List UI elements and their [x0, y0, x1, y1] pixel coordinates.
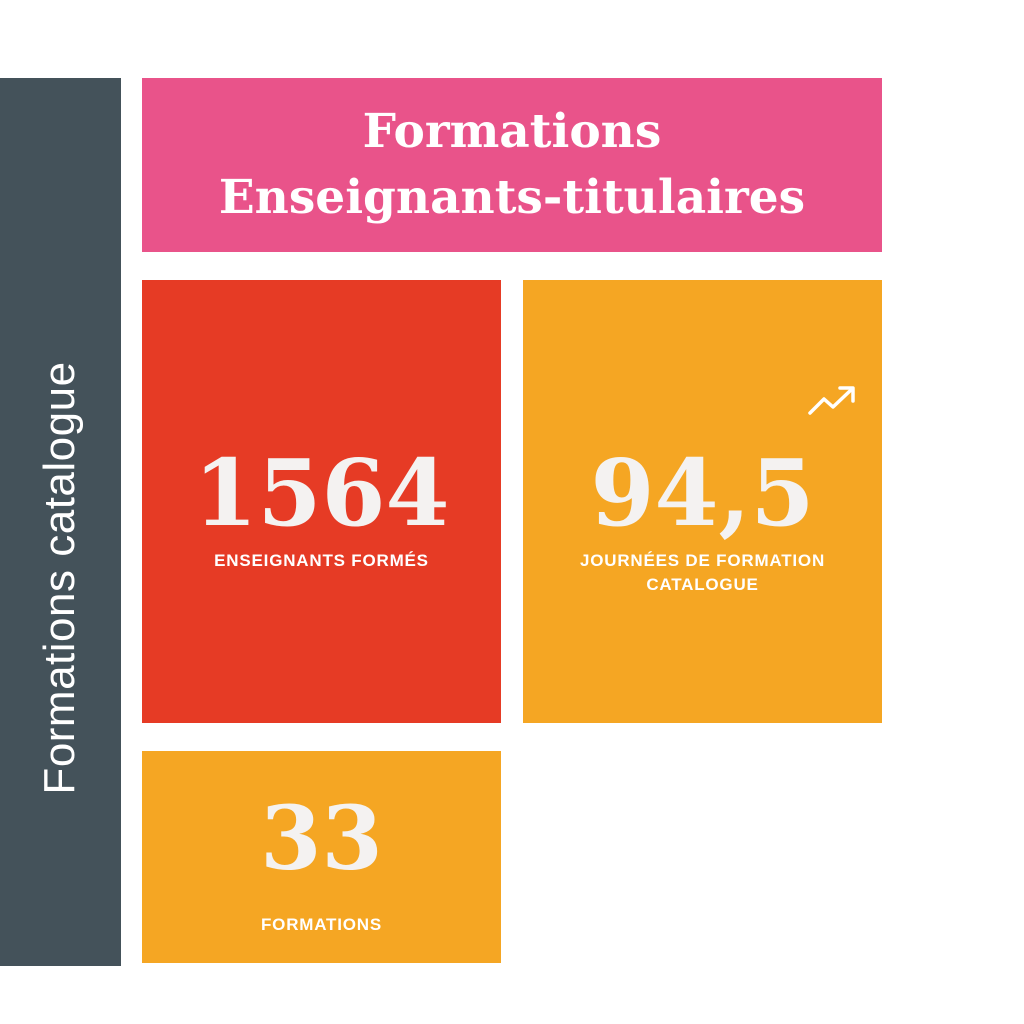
days-label-line-1: JOURNÉES DE FORMATION	[579, 551, 826, 570]
days-label-line-2: CATALOGUE	[646, 575, 759, 594]
sidebar-label: Formations catalogue	[35, 361, 84, 795]
trending-up-icon	[808, 386, 855, 415]
teachers-count: 1564	[193, 439, 450, 547]
teachers-stat-tile: 1564 ENSEIGNANTS FORMÉS	[142, 280, 501, 723]
formations-label: FORMATIONS	[260, 915, 382, 934]
title-line-1: Formations	[362, 104, 662, 159]
teachers-label: ENSEIGNANTS FORMÉS	[214, 551, 429, 570]
days-count: 94,5	[590, 439, 815, 547]
days-stat-tile: 94,5 JOURNÉES DE FORMATION CATALOGUE	[523, 280, 882, 723]
title-line-2: Enseignants-titulaires	[218, 170, 806, 225]
formations-count: 33	[260, 786, 383, 890]
formations-stat-tile: 33 FORMATIONS	[142, 751, 501, 963]
days-label: JOURNÉES DE FORMATION CATALOGUE	[580, 549, 825, 597]
sidebar-band: Formations catalogue	[0, 78, 121, 966]
title-banner: Formations Enseignants-titulaires	[142, 78, 882, 252]
